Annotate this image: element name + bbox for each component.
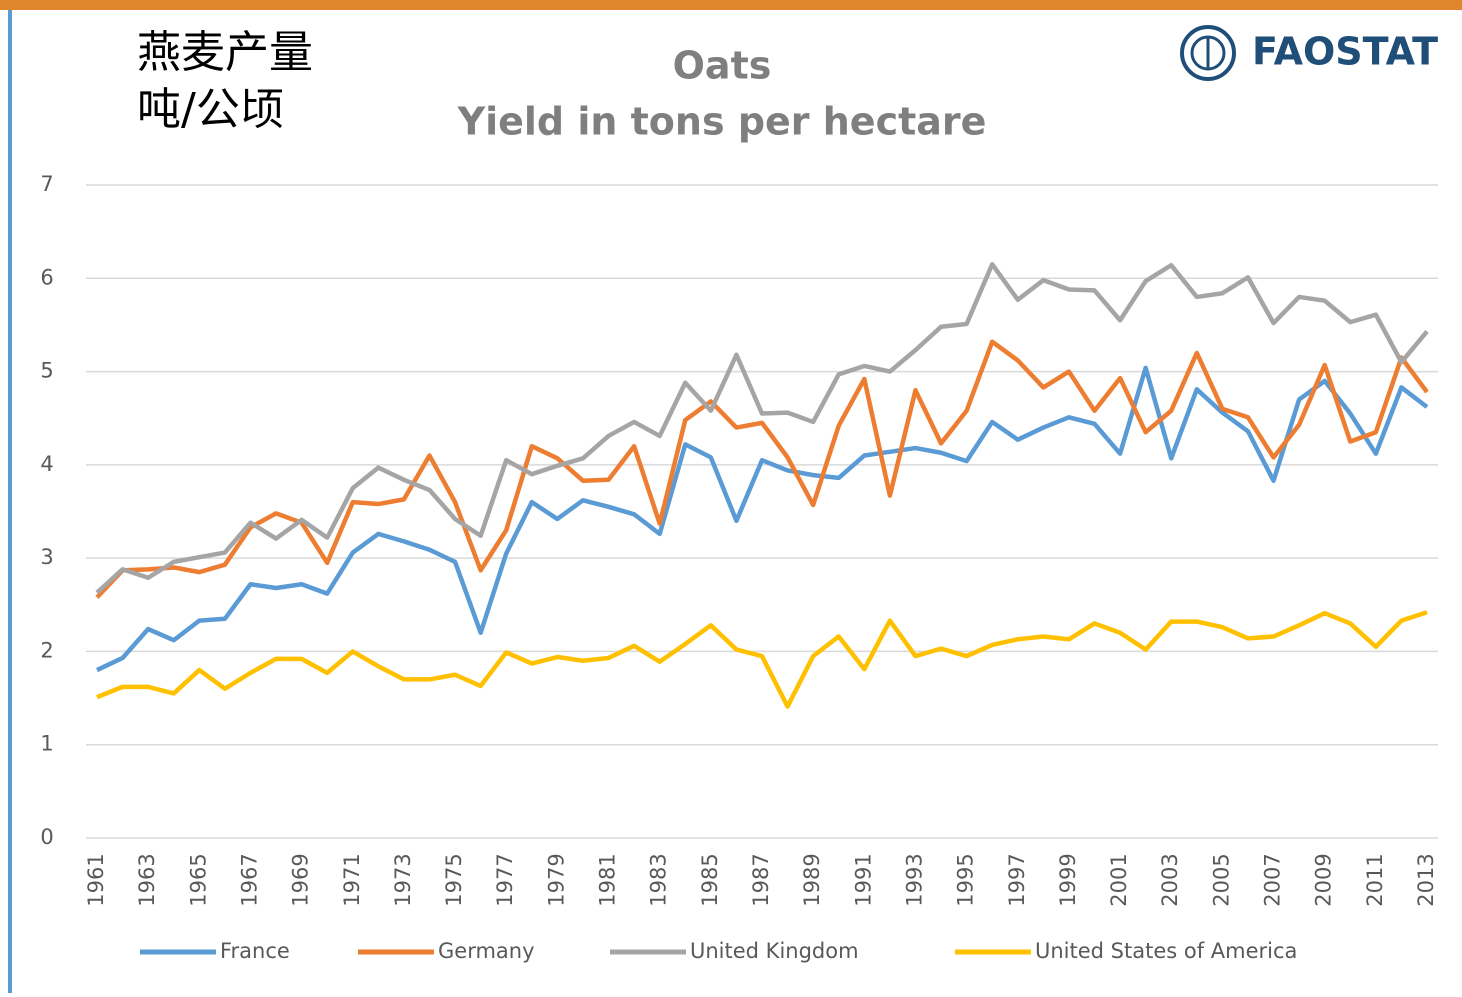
x-tick-label: 1971 <box>340 853 364 906</box>
y-tick-label: 4 <box>40 452 53 476</box>
annotation: 燕麦产量 <box>137 27 313 78</box>
y-tick-label: 1 <box>40 732 53 756</box>
x-tick-label: 1979 <box>544 853 568 906</box>
x-tick-label: 1977 <box>493 853 517 906</box>
x-tick-label: 2003 <box>1158 853 1182 906</box>
x-tick-label: 1993 <box>902 853 926 906</box>
x-tick-label: 1967 <box>237 853 261 906</box>
x-tick-label: 1973 <box>391 853 415 906</box>
legend-label: United States of America <box>1035 939 1297 963</box>
annotation: 吨/公顷 <box>137 84 284 135</box>
x-tick-label: 1963 <box>135 853 159 906</box>
chart-subtitle: Yield in tons per hectare <box>457 100 987 144</box>
legend-label: France <box>220 939 290 963</box>
line <box>95 262 1429 595</box>
left-border <box>8 10 12 993</box>
x-tick-label: 1965 <box>186 853 210 906</box>
x-tick-label: 2013 <box>1414 853 1438 906</box>
logo-icon <box>1180 25 1236 81</box>
line <box>95 339 1429 599</box>
y-tick-label: 5 <box>40 359 53 383</box>
y-tick-label: 3 <box>40 545 53 569</box>
x-tick-label: 1991 <box>851 853 875 906</box>
x-tick-label: 2001 <box>1107 853 1131 906</box>
line <box>96 365 1429 673</box>
legend-label: United Kingdom <box>690 939 859 963</box>
top-bar <box>0 0 1462 10</box>
x-tick-label: 1983 <box>647 853 671 906</box>
chart-title: Oats <box>673 44 772 88</box>
x-tick-label: 2005 <box>1209 853 1233 906</box>
x-tick-label: 1985 <box>698 853 722 906</box>
x-tick-label: 1999 <box>1056 853 1080 906</box>
logo-text: FAOSTAT <box>1252 30 1438 74</box>
x-tick-label: 2007 <box>1261 853 1285 906</box>
x-tick-label: 1995 <box>954 853 978 906</box>
y-tick-label: 0 <box>40 825 53 849</box>
x-tick-label: 2011 <box>1363 853 1387 906</box>
x-tick-label: 1987 <box>749 853 773 906</box>
y-tick-label: 2 <box>40 638 53 662</box>
x-tick-label: 2009 <box>1312 853 1336 906</box>
line <box>96 610 1428 709</box>
legend-label: Germany <box>438 939 535 963</box>
y-tick-label: 7 <box>40 172 53 196</box>
x-tick-label: 1975 <box>442 853 466 906</box>
y-tick-label: 6 <box>40 265 53 289</box>
x-tick-label: 1961 <box>84 853 108 906</box>
x-tick-label: 1989 <box>800 853 824 906</box>
x-tick-label: 1997 <box>1005 853 1029 906</box>
x-tick-label: 1969 <box>289 853 313 906</box>
x-tick-label: 1981 <box>596 853 620 906</box>
